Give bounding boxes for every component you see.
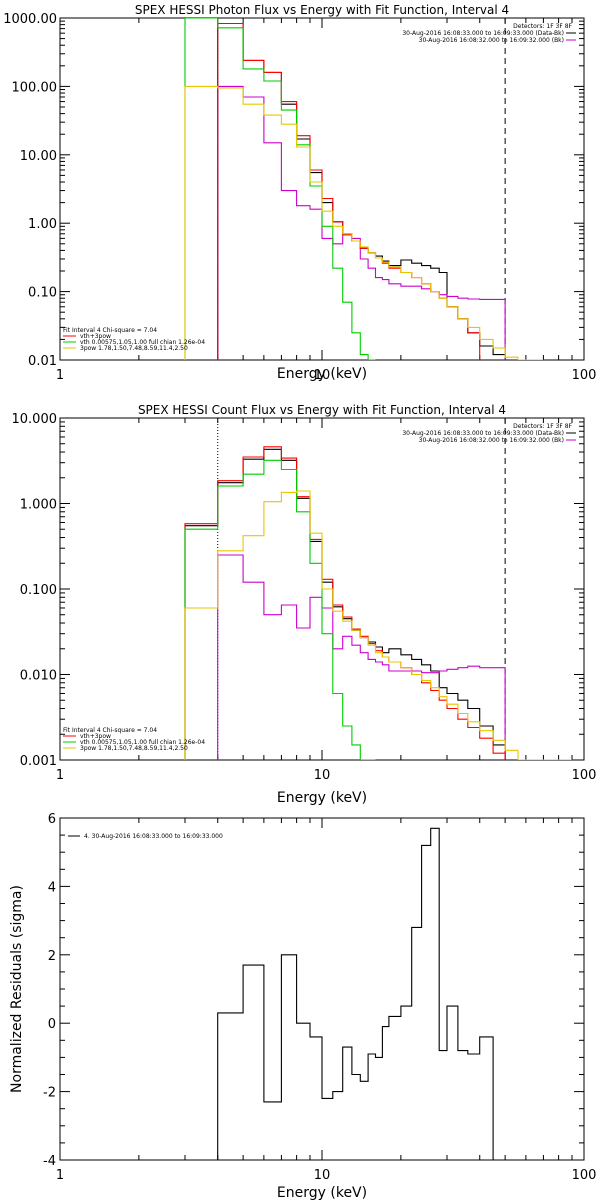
plot-area	[184, 446, 572, 760]
series-line-1	[184, 448, 506, 760]
x-tick-label: 100	[572, 368, 597, 383]
y-tick-label: -4	[43, 1154, 56, 1169]
y-tick-label: 0.001	[20, 754, 57, 769]
series-line-5	[184, 490, 572, 760]
legend-bottom-entry: Fit Interval 4 Chi-square = 7.04	[63, 727, 157, 734]
y-tick-label: 0.01	[28, 354, 57, 369]
legend-bottom-entry: vth+3pow	[80, 733, 111, 740]
y-tick-label: 2	[48, 949, 56, 964]
series-line-3	[184, 446, 506, 760]
legend-entry: 4. 30-Aug-2016 16:08:33.000 to 16:09:33.…	[84, 833, 223, 840]
y-tick-label: 0.010	[20, 669, 57, 684]
x-tick-label: 10	[314, 1168, 331, 1183]
y-tick-label: 1.00	[28, 217, 57, 232]
legend-top-entry: 30-Aug-2016 16:08:33.000 to 16:09:33.000…	[402, 30, 564, 37]
chart-panel-3: 1 10 100 Energy (keV) -4 -2 0 2 4 6 Normalized Res…	[9, 812, 596, 1200]
y-tick-label: 0.100	[20, 583, 57, 598]
y-tick-label: -2	[43, 1086, 56, 1101]
plot-area	[217, 827, 506, 1160]
legend-top-entry: 30-Aug-2016 16:08:32.000 to 16:09:32.000…	[419, 437, 564, 444]
y-tick-label: 1.000	[20, 498, 57, 513]
legend-bottom-entry: vth 0.00575,1.05,1.00 full chian 1.26e-0…	[80, 339, 205, 346]
legend-bottom-entry: vth+3pow	[80, 333, 111, 340]
x-tick-label: 100	[572, 1168, 597, 1183]
chart-panel-2: SPEX HESSI Count Flux vs Energy with Fit…	[12, 403, 597, 806]
plot-area	[184, 18, 544, 360]
x-tick-label: 1	[56, 768, 64, 783]
plot-frame	[59, 817, 585, 1161]
y-axis-label: Normalized Residuals (sigma)	[9, 885, 25, 1093]
series-line-4	[184, 459, 376, 760]
legend-bottom-entry: 3pow 1.78,1.50,7.48,8.59,11.4,2.50	[80, 345, 188, 352]
series-line-4	[184, 18, 376, 360]
legend-top-entry: 30-Aug-2016 16:08:33.000 to 16:09:33.000…	[402, 430, 564, 437]
legend-top-entry: Detectors: 1F 3F 8F	[513, 423, 572, 430]
y-tick-label: 6	[48, 812, 56, 827]
y-tick-label: 4	[48, 880, 56, 895]
legend-bottom-entry: 3pow 1.78,1.50,7.48,8.59,11.4,2.50	[80, 745, 188, 752]
x-tick-label: 1	[56, 368, 64, 383]
x-tick-label: 100	[572, 768, 597, 783]
chart-title: SPEX HESSI Count Flux vs Energy with Fit…	[138, 403, 506, 417]
series-line-2	[217, 85, 506, 360]
x-tick-label: 10	[314, 368, 331, 383]
series-line-5	[184, 85, 544, 360]
series-line-2	[217, 554, 506, 760]
legend-bottom-entry: Fit Interval 4 Chi-square = 7.04	[63, 327, 157, 334]
series-line-3	[217, 22, 481, 360]
chart-title: SPEX HESSI Photon Flux vs Energy with Fi…	[135, 3, 509, 17]
y-tick-label: 10.00	[20, 149, 57, 164]
legend-top-entry: 30-Aug-2016 16:08:32.000 to 16:09:32.000…	[419, 37, 564, 44]
y-tick-label: 10.000	[12, 412, 58, 427]
y-tick-label: 1000.00	[3, 12, 57, 27]
x-tick-label: 1	[56, 1168, 64, 1183]
legend-top-entry: Detectors: 1F 3F 8F	[513, 23, 572, 30]
y-tick-label: 0.10	[28, 286, 57, 301]
legend-bottom-entry: vth 0.00575,1.05,1.00 full chian 1.26e-0…	[80, 739, 205, 746]
x-axis-label: Energy (keV)	[277, 366, 367, 382]
x-axis-label: Energy (keV)	[277, 1185, 367, 1200]
series-line-1	[217, 827, 506, 1160]
x-axis-label: Energy (keV)	[277, 790, 367, 806]
series-line-1	[217, 22, 506, 360]
y-tick-label: 0	[48, 1017, 56, 1032]
chart-panel-1: SPEX HESSI Photon Flux vs Energy with Fi…	[3, 3, 596, 383]
y-tick-label: 100.00	[12, 80, 58, 95]
x-tick-label: 10	[314, 768, 331, 783]
